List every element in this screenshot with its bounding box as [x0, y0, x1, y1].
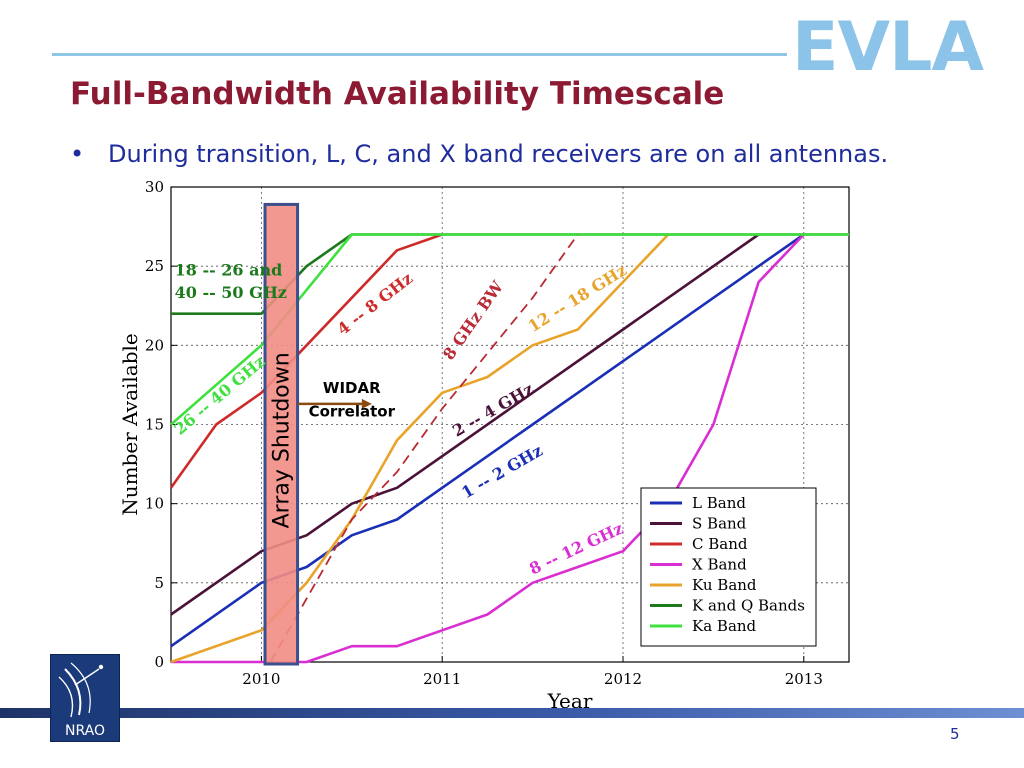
- x-tick-label: 2012: [604, 670, 642, 688]
- bullet-text: During transition, L, C, and X band rece…: [108, 140, 889, 168]
- y-tick-label: 0: [154, 653, 164, 671]
- y-tick-label: 5: [154, 574, 164, 592]
- header-rule: [52, 53, 787, 56]
- series-annotation: 26 -- 40 GHz: [170, 352, 268, 439]
- y-axis-label: Number Available: [118, 333, 142, 516]
- series-annotation: 18 -- 26 and: [175, 261, 283, 280]
- x-axis: 2010 2011 2012 2013: [242, 656, 823, 688]
- footer-band: [0, 708, 1024, 718]
- series-annotation: 8 -- 12 GHz: [526, 519, 626, 579]
- legend-box: [640, 487, 817, 647]
- page-number: 5: [950, 725, 960, 743]
- legend-label: L Band: [692, 494, 746, 512]
- legend-label: Ka Band: [692, 617, 757, 635]
- y-tick-label: 30: [145, 178, 164, 196]
- x-tick-label: 2013: [785, 670, 823, 688]
- widar-label: WIDAR: [323, 379, 381, 397]
- array-shutdown-bar: [263, 202, 300, 666]
- legend-label: X Band: [692, 556, 747, 574]
- legend-label: S Band: [692, 515, 747, 533]
- bandwidth-chart: 2010 2011 2012 2013 0 5 10 15 20 25 30 Array Shut…: [118, 178, 850, 713]
- series-annotation: 12 -- 18 GHz: [525, 260, 630, 336]
- series-annotation: 8 GHz BW: [439, 277, 508, 364]
- array-shutdown-region: Array Shutdown WIDAR Correlator: [263, 202, 396, 666]
- legend-label: Ku Band: [692, 576, 757, 594]
- series-line: [170, 233, 849, 426]
- bullet-item: • During transition, L, C, and X band rec…: [70, 140, 888, 168]
- series-line: [171, 233, 805, 664]
- bullet-icon: •: [70, 140, 85, 168]
- evla-logo: EVLA: [792, 8, 984, 87]
- array-shutdown-label: Array Shutdown: [269, 352, 294, 528]
- page-title: Full-Bandwidth Availability Timescale: [70, 76, 725, 112]
- y-tick-label: 20: [145, 336, 164, 354]
- chart-legend: L Band S Band C Band X Band Ku Band K and Q B…: [640, 487, 817, 647]
- y-tick-label: 10: [145, 495, 164, 513]
- nrao-logo-text: NRAO: [65, 723, 105, 739]
- series-line: [169, 233, 443, 489]
- widar-arrow-head: [361, 398, 372, 409]
- legend-label: C Band: [692, 535, 748, 553]
- x-tick-label: 2011: [423, 670, 461, 688]
- legend-label: K and Q Bands: [692, 597, 805, 615]
- y-tick-label: 25: [145, 257, 164, 275]
- widar-label: Correlator: [309, 403, 396, 421]
- y-tick-label: 15: [145, 416, 164, 434]
- y-axis: 0 5 10 15 20 25 30: [145, 178, 177, 671]
- series-line: [269, 233, 579, 663]
- series-annotation: 40 -- 50 GHz: [175, 283, 287, 302]
- nrao-dish-icon: NRAO: [58, 662, 105, 739]
- x-tick-label: 2010: [242, 670, 280, 688]
- series-annotation: 1 -- 2 GHz: [458, 441, 546, 503]
- nrao-logo: NRAO: [50, 654, 120, 742]
